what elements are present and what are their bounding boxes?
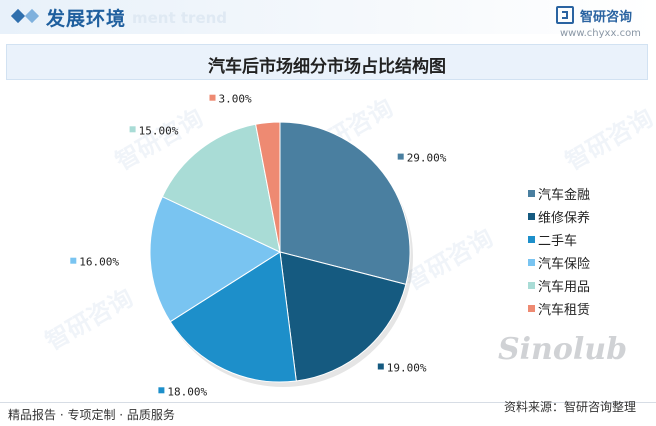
legend-label: 二手车	[538, 234, 578, 249]
pie-slice-2	[279, 251, 407, 382]
pie-slice-6	[255, 121, 281, 253]
data-label: 15.00%	[139, 124, 179, 137]
legend-item: 汽车金融	[528, 182, 590, 205]
legend-swatch	[528, 213, 535, 220]
brand-name: 智研咨询	[580, 10, 633, 25]
legend-label: 汽车租赁	[538, 303, 591, 318]
legend-swatch	[528, 190, 535, 197]
legend-item: 汽车租赁	[528, 297, 590, 320]
footer-divider	[0, 402, 656, 403]
data-label-swatch	[209, 94, 216, 101]
legend-item: 二手车	[528, 228, 590, 251]
data-label: 18.00%	[167, 385, 207, 398]
data-label: 19.00%	[387, 362, 427, 375]
pie-slice-4	[149, 195, 282, 323]
legend-swatch	[528, 305, 535, 312]
legend-swatch	[528, 236, 535, 243]
data-label-swatch	[158, 387, 165, 394]
chart-title-box: 汽车后市场细分市场占比结构图	[6, 44, 648, 80]
legend-swatch	[528, 259, 535, 266]
pie-slice-3	[169, 251, 297, 383]
legend-label: 汽车保险	[538, 257, 591, 272]
footer-slogan: 精品报告 · 专项定制 · 品质服务	[8, 408, 175, 422]
diamond-icon	[24, 8, 40, 24]
footer-source: 资料来源：智研咨询整理	[504, 400, 637, 414]
chart-title: 汽车后市场细分市场占比结构图	[208, 57, 446, 77]
data-label-swatch	[129, 126, 136, 133]
data-label: 29.00%	[407, 152, 447, 165]
data-label: 3.00%	[219, 93, 252, 106]
data-label-swatch	[397, 153, 404, 160]
legend-label: 汽车金融	[538, 188, 591, 203]
brand-url: www.chyxx.com	[560, 28, 641, 39]
source-stamp: Sinolub	[498, 332, 628, 367]
brand-logo-icon	[556, 6, 574, 24]
data-label-swatch	[377, 363, 384, 370]
legend-item: 维修保养	[528, 205, 590, 228]
watermark: 智研咨询	[560, 103, 656, 176]
legend-label: 维修保养	[538, 211, 591, 226]
legend-item: 汽车保险	[528, 251, 590, 274]
section-title: 发展环境	[46, 8, 127, 30]
diamond-icon	[10, 8, 26, 24]
data-label-swatch	[70, 257, 77, 264]
pie-slice-1	[279, 121, 411, 285]
data-label: 16.00%	[79, 256, 119, 269]
header-bar: 发展环境 ment trend 智研咨询	[0, 0, 656, 34]
legend-item: 汽车用品	[528, 274, 590, 297]
pie-chart: 29.00% 19.00% 18.00% 16.00% 15.00% 3.00%	[70, 93, 447, 398]
pie-slice-5	[161, 123, 281, 253]
legend-label: 汽车用品	[538, 280, 591, 295]
chart-legend: 汽车金融维修保养二手车汽车保险汽车用品汽车租赁	[528, 182, 590, 320]
legend-swatch	[528, 282, 535, 289]
section-subtitle-ghost: ment trend	[132, 9, 228, 27]
